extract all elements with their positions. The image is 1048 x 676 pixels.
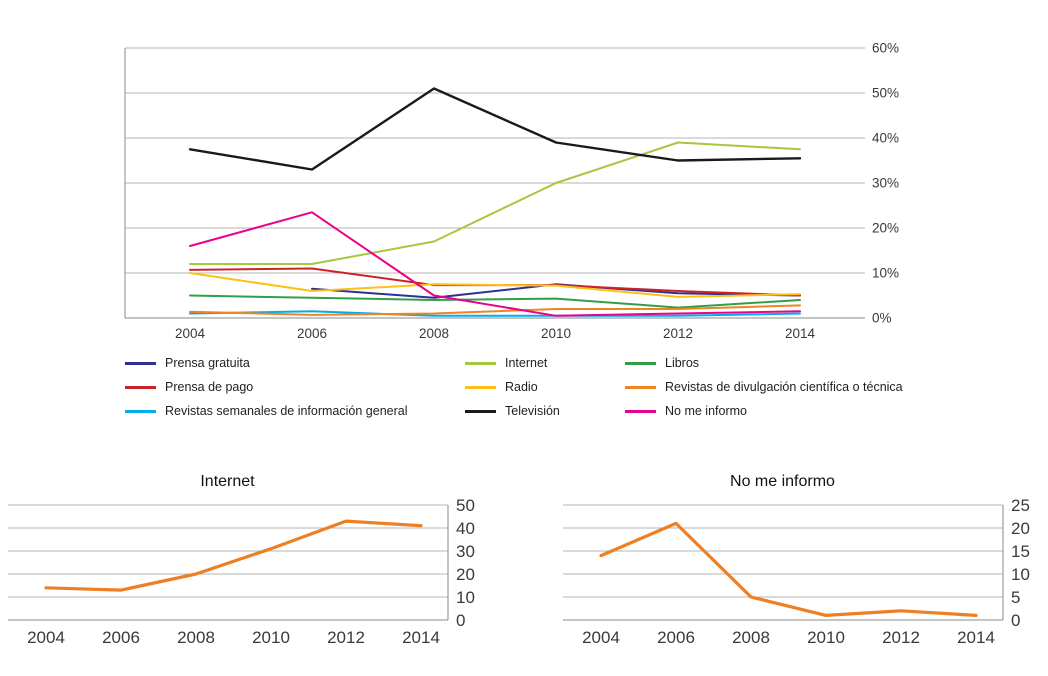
internet-chart-title: Internet: [200, 473, 255, 490]
legend-label: No me informo: [665, 404, 747, 418]
legend-label: Libros: [665, 356, 700, 370]
legend-item-radio: Radio: [465, 380, 625, 394]
y-axis-tick-label: 5: [1011, 588, 1020, 607]
y-axis-tick-label: 30: [456, 542, 475, 561]
y-axis-tick-label: 20: [456, 565, 475, 584]
legend-swatch-icon: [465, 409, 496, 413]
y-axis-tick-label: 10%: [872, 266, 899, 281]
x-axis-tick-label: 2012: [882, 628, 920, 647]
series-line-revistas-semanales-de-informaci-n-general: [189, 310, 801, 317]
x-axis-tick-label: 2006: [657, 628, 695, 647]
y-axis-tick-label: 0%: [872, 311, 892, 326]
series-line-internet: [189, 141, 801, 265]
legend-label: Revistas de divulgación científica o téc…: [665, 380, 903, 394]
x-axis-tick-label: 2010: [252, 628, 290, 647]
legend-label: Radio: [505, 380, 538, 394]
x-axis-tick-label: 2004: [582, 628, 620, 647]
series-line-radio: [189, 272, 801, 298]
main-chart-legend: Prensa gratuita Prensa de pago Revistas se…: [125, 351, 903, 423]
y-axis-tick-label: 25: [1011, 496, 1030, 515]
y-axis-tick-label: 50: [456, 496, 475, 515]
legend-item-prensa-gratuita: Prensa gratuita: [125, 356, 465, 370]
legend-swatch-icon: [625, 361, 656, 365]
x-axis-tick-label: 2010: [541, 326, 571, 341]
legend-swatch-icon: [465, 385, 496, 389]
no-me-informo-chart: 0 5 10 15 20 25 2004 2006 2008 2010 2012 2014: [563, 496, 1030, 647]
no-me-informo-chart-title: No me informo: [730, 473, 835, 490]
x-axis-tick-label: 2004: [27, 628, 65, 647]
x-axis-tick-label: 2008: [177, 628, 215, 647]
legend-item-internet: Internet: [465, 356, 625, 370]
legend-item-prensa-de-pago: Prensa de pago: [125, 380, 465, 394]
legend-swatch-icon: [125, 409, 156, 413]
x-axis-tick-label: 2014: [402, 628, 440, 647]
y-axis-tick-label: 0: [456, 611, 465, 630]
x-axis-tick-label: 2006: [102, 628, 140, 647]
y-axis-tick-label: 15: [1011, 542, 1030, 561]
legend-item-revistas-de-divulgaci-n-cient-fica-o-t-cnica: Revistas de divulgación científica o téc…: [625, 380, 903, 394]
legend-item-revistas-semanales-de-informaci-n-general: Revistas semanales de información genera…: [125, 404, 465, 418]
legend-swatch-icon: [465, 361, 496, 365]
y-axis-tick-label: 20: [1011, 519, 1030, 538]
series-line-internet: [44, 519, 423, 592]
legend-swatch-icon: [125, 385, 156, 389]
legend-item-televisi-n: Televisión: [465, 404, 625, 418]
main-chart: 0% 10% 20% 30% 40% 50% 60% 2004 2006 2008 2010 2012…: [124, 41, 899, 341]
series-line-televisi-n: [188, 87, 802, 171]
series-line-no-me-informo: [189, 211, 801, 317]
y-axis-tick-label: 40: [456, 519, 475, 538]
series-line-revistas-de-divulgaci-n-cient-fica-o-t-cnica: [189, 304, 801, 316]
x-axis-tick-label: 2012: [327, 628, 365, 647]
legend-item-libros: Libros: [625, 356, 903, 370]
y-axis-tick-label: 30%: [872, 176, 899, 191]
legend-label: Prensa gratuita: [165, 356, 250, 370]
x-axis-tick-label: 2006: [297, 326, 327, 341]
x-axis-tick-label: 2014: [785, 326, 816, 341]
legend-label: Revistas semanales de información genera…: [165, 404, 408, 418]
y-axis-tick-label: 60%: [872, 41, 899, 56]
legend-label: Internet: [505, 356, 548, 370]
legend-label: Televisión: [505, 404, 560, 418]
x-axis-tick-label: 2014: [957, 628, 995, 647]
legend-swatch-icon: [125, 361, 156, 365]
x-axis-tick-label: 2010: [807, 628, 845, 647]
y-axis-tick-label: 40%: [872, 131, 899, 146]
y-axis-tick-label: 20%: [872, 221, 899, 236]
legend-label: Prensa de pago: [165, 380, 254, 394]
y-axis-tick-label: 10: [1011, 565, 1030, 584]
y-axis-tick-label: 10: [456, 588, 475, 607]
series-line-libros: [189, 294, 801, 309]
legend-swatch-icon: [625, 409, 656, 413]
x-axis-tick-label: 2012: [663, 326, 693, 341]
legend-swatch-icon: [625, 385, 656, 389]
series-line-no-me-informo: [599, 521, 978, 617]
internet-chart: 0 10 20 30 40 50 2004 2006 2008 2010 2012 2014: [8, 496, 475, 647]
y-axis-tick-label: 50%: [872, 86, 899, 101]
y-axis-tick-label: 0: [1011, 611, 1020, 630]
x-axis-tick-label: 2008: [732, 628, 770, 647]
x-axis-tick-label: 2008: [419, 326, 449, 341]
x-axis-tick-label: 2004: [175, 326, 206, 341]
legend-item-no-me-informo: No me informo: [625, 404, 903, 418]
